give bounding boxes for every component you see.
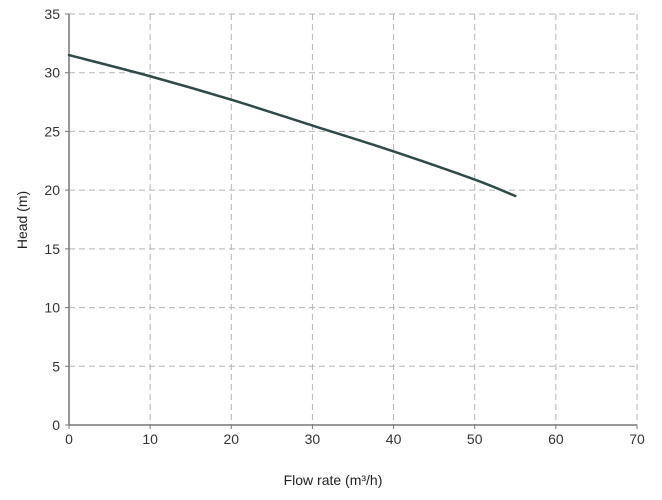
x-tick-label: 0 bbox=[65, 431, 73, 447]
x-axis-label: Flow rate (m³/h) bbox=[284, 472, 383, 488]
x-tick-label: 60 bbox=[548, 431, 564, 447]
y-tick-label: 15 bbox=[44, 241, 60, 257]
y-tick-label: 20 bbox=[44, 182, 60, 198]
series bbox=[67, 53, 517, 198]
x-tick-label: 50 bbox=[467, 431, 483, 447]
y-tick-label: 25 bbox=[44, 123, 60, 139]
y-tick-label: 0 bbox=[52, 417, 60, 433]
x-tick-label: 30 bbox=[305, 431, 321, 447]
y-axis-label: Head (m) bbox=[14, 191, 30, 249]
y-tick-label: 30 bbox=[44, 65, 60, 81]
axes: 0 5 10 15 20 25 30 35 0 10 20 30 40 50 60 70 bbox=[44, 6, 645, 447]
x-tick-label: 40 bbox=[386, 431, 402, 447]
y-tick-label: 5 bbox=[52, 358, 60, 374]
x-tick-label: 70 bbox=[629, 431, 645, 447]
x-tick-label: 10 bbox=[142, 431, 158, 447]
grid bbox=[69, 13, 638, 425]
y-tick-label: 10 bbox=[44, 300, 60, 316]
head-curve-line bbox=[67, 53, 517, 198]
y-tick-label: 35 bbox=[44, 6, 60, 22]
x-tick-label: 20 bbox=[223, 431, 239, 447]
